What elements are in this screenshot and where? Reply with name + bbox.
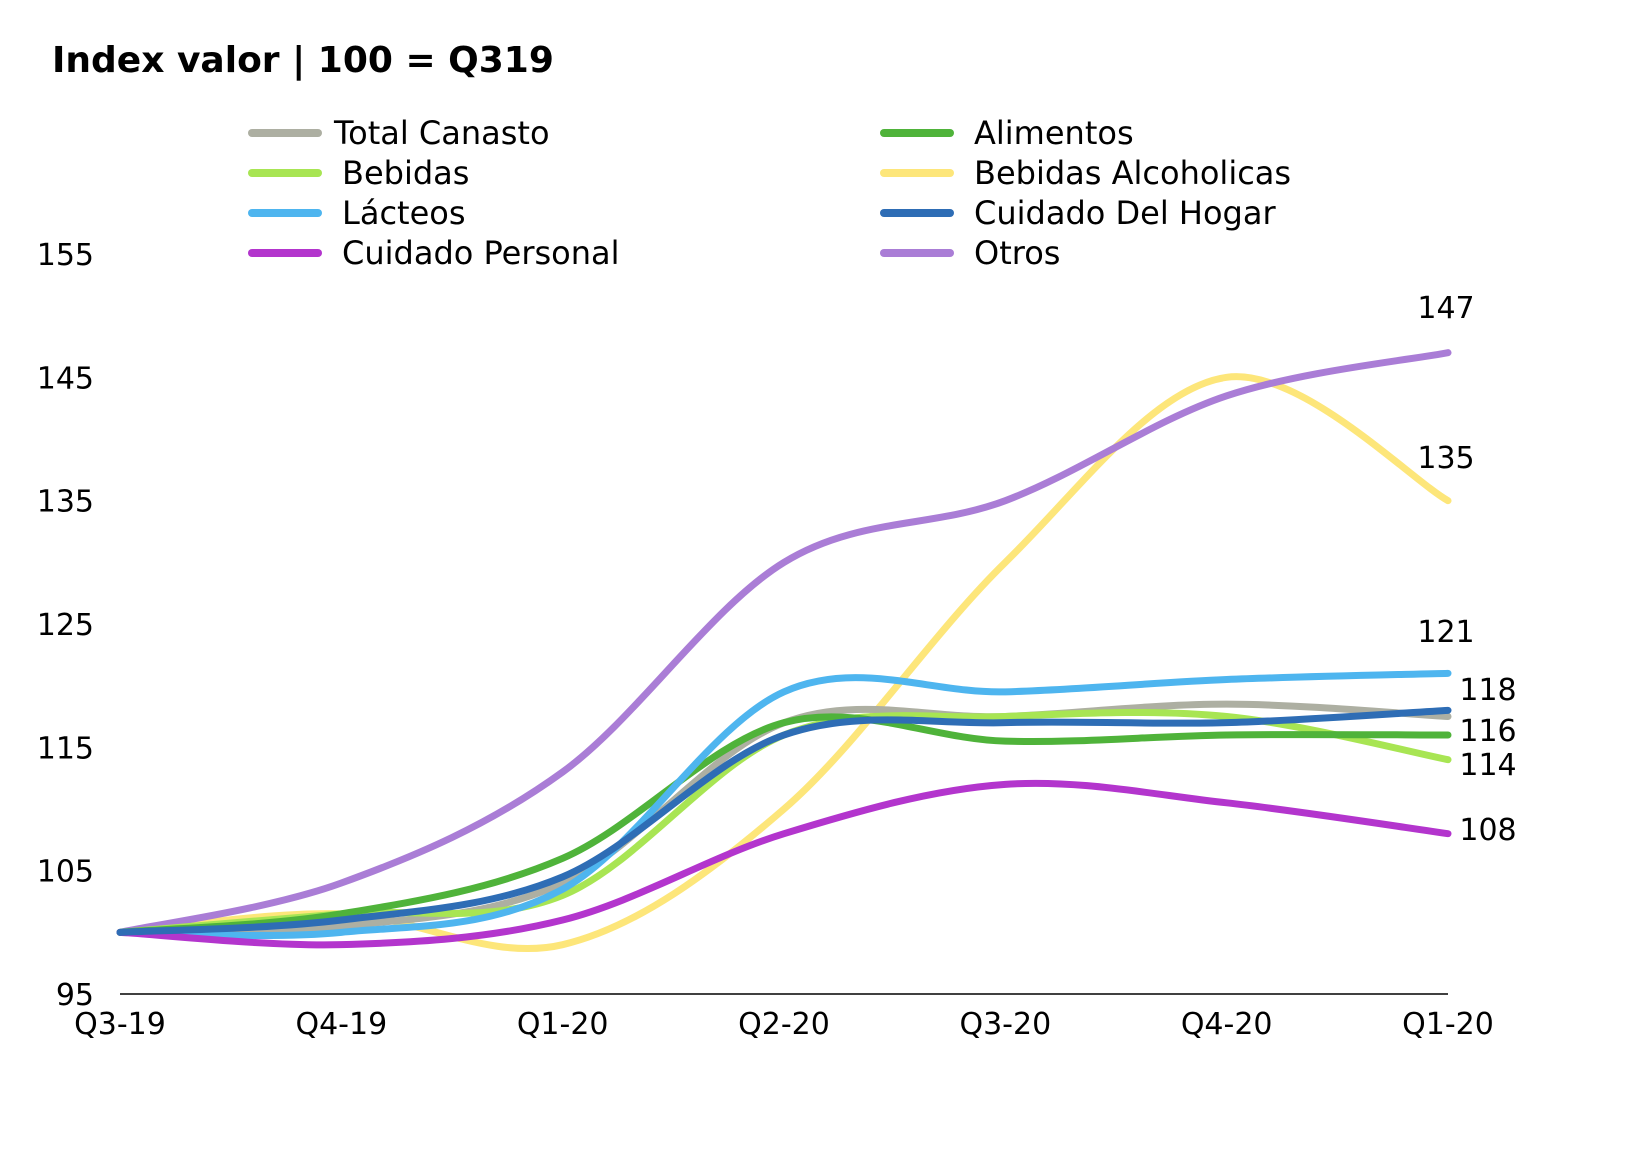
legend-label-bebidas-alcoholicas: Bebidas Alcoholicas xyxy=(974,154,1291,192)
series-line-cuidado-del-hogar xyxy=(116,706,1452,936)
end-label: 116 xyxy=(1459,714,1516,749)
y-tick-label: 115 xyxy=(37,731,94,766)
series-line-otros xyxy=(116,349,1452,936)
series-line-alimentos xyxy=(116,713,1452,936)
end-label: 114 xyxy=(1459,748,1516,783)
series-line-cuidado-personal xyxy=(116,779,1452,949)
legend-label-otros: Otros xyxy=(974,234,1060,272)
series-line-lacteos xyxy=(116,669,1452,940)
x-tick-label: Q4-20 xyxy=(1181,1007,1273,1042)
end-label: 121 xyxy=(1417,615,1474,650)
x-tick-label: Q4-19 xyxy=(295,1007,387,1042)
y-axis: 95 105 115 125 135 145 155 xyxy=(37,238,94,1013)
legend-label-lacteos: Lácteos xyxy=(342,194,466,232)
legend-label-total-canasto: Total Canasto xyxy=(333,114,550,152)
end-label: 147 xyxy=(1417,291,1474,326)
x-tick-label: Q3-20 xyxy=(959,1007,1051,1042)
end-label: 108 xyxy=(1459,813,1516,848)
x-tick-label: Q3-19 xyxy=(74,1007,166,1042)
legend-label-cuidado-del-hogar: Cuidado Del Hogar xyxy=(974,194,1276,232)
x-tick-label: Q2-20 xyxy=(738,1007,830,1042)
legend-label-alimentos: Alimentos xyxy=(974,114,1134,152)
y-tick-label: 95 xyxy=(56,978,94,1013)
y-tick-label: 155 xyxy=(37,238,94,273)
chart-title: Index valor | 100 = Q319 xyxy=(52,40,554,81)
legend-label-cuidado-personal: Cuidado Personal xyxy=(342,234,620,272)
x-tick-label: Q1-20 xyxy=(517,1007,609,1042)
series-line-bebidas xyxy=(116,709,1452,936)
end-label: 118 xyxy=(1459,673,1516,708)
legend: Total Canasto Alimentos Bebidas Bebidas Alc… xyxy=(248,114,1291,272)
series-lines xyxy=(116,349,1452,952)
x-axis: Q3-19 Q4-19 Q1-20 Q2-20 Q3-20 Q4-20 Q1-20 xyxy=(74,993,1494,1042)
end-label: 135 xyxy=(1417,441,1474,476)
series-line-bebidas-alcoholicas xyxy=(116,373,1452,952)
x-tick-label: Q1-20 xyxy=(1402,1007,1494,1042)
legend-label-bebidas: Bebidas xyxy=(342,154,469,192)
y-tick-label: 125 xyxy=(37,608,94,643)
y-tick-label: 105 xyxy=(37,855,94,890)
y-tick-label: 135 xyxy=(37,485,94,520)
y-tick-label: 145 xyxy=(37,361,94,396)
